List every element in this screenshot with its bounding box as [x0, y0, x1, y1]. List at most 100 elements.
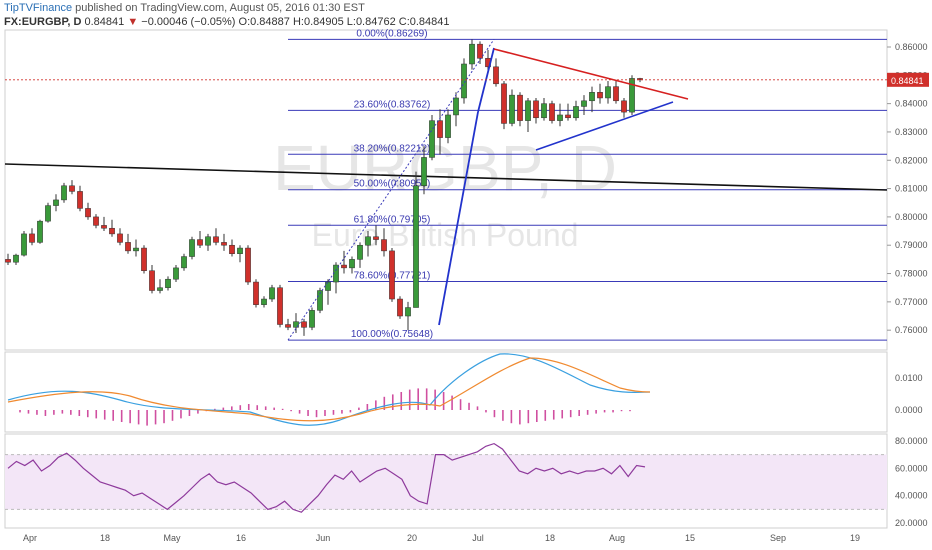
- fib-trend-line: [287, 39, 495, 341]
- long-trendline: [4, 163, 888, 191]
- candle-body: [413, 185, 419, 308]
- fib-level-label: 61.80%(0.79705): [354, 214, 431, 225]
- candle-body: [445, 114, 451, 138]
- y-tick-label: 0.86000: [895, 42, 928, 52]
- candle-body: [101, 225, 107, 229]
- candle-body: [469, 43, 475, 65]
- candle-body: [541, 103, 547, 119]
- candle-body: [53, 199, 59, 206]
- x-tick-label: 15: [685, 533, 695, 543]
- rsi-tick-label: 60.0000: [895, 463, 928, 473]
- candle-body: [285, 324, 291, 328]
- candle-body: [517, 94, 523, 121]
- candle-body: [93, 216, 99, 226]
- candle-body: [349, 259, 355, 269]
- triangle-lower-line: [535, 101, 674, 151]
- current-price-tag: [887, 72, 929, 87]
- candle-body: [133, 247, 139, 252]
- candle-body: [269, 287, 275, 300]
- candle-body: [597, 92, 603, 99]
- candle-body: [621, 100, 627, 113]
- watermark-symbol: EURGBP, D: [273, 132, 617, 204]
- candle-body: [573, 106, 579, 119]
- x-tick-label: Apr: [23, 533, 37, 543]
- candle-body: [629, 78, 635, 113]
- macd-line: [7, 353, 651, 426]
- x-tick-label: 18: [100, 533, 110, 543]
- candle-body: [45, 205, 51, 222]
- candle-body: [69, 185, 75, 192]
- candle-body: [109, 227, 115, 235]
- candle-body: [565, 114, 571, 119]
- candle-body: [293, 321, 299, 328]
- y-tick-label: 0.78000: [895, 269, 928, 279]
- x-tick-label: Jul: [472, 533, 484, 543]
- y-tick-label: 0.77000: [895, 297, 928, 307]
- candle-body: [245, 247, 251, 283]
- ohlc-values: O:0.84887 H:0.84905 L:0.84762 C:0.84841: [238, 16, 450, 28]
- candle-body: [381, 239, 387, 252]
- candle-body: [157, 287, 163, 291]
- candle-body: [501, 83, 507, 124]
- y-tick-label: 0.84000: [895, 99, 928, 109]
- current-price-label: 0.84841: [891, 76, 924, 86]
- y-tick-label: 0.80000: [895, 212, 928, 222]
- candle-body: [125, 242, 131, 252]
- last-price: 0.84841: [84, 16, 125, 28]
- candle-body: [253, 281, 259, 305]
- y-tick-label: 0.76000: [895, 325, 928, 335]
- candle-body: [325, 281, 331, 291]
- candle-body: [533, 100, 539, 119]
- fib-level-label: 23.60%(0.83762): [354, 99, 431, 110]
- candle-body: [181, 256, 187, 269]
- fib-level-label: 50.00%(0.80959): [354, 179, 431, 190]
- rsi-tick-label: 20.0000: [895, 518, 928, 528]
- rsi-tick-label: 40.0000: [895, 491, 928, 501]
- publish-header: TipTVFinance published on TradingView.co…: [4, 2, 365, 14]
- candle-body: [637, 78, 643, 81]
- candle-body: [301, 321, 307, 328]
- candle-body: [5, 259, 11, 263]
- candle-body: [221, 242, 227, 246]
- candle-body: [29, 233, 35, 243]
- x-tick-label: Sep: [770, 533, 786, 543]
- candle-body: [117, 233, 123, 243]
- triangle-upper-line: [493, 48, 689, 100]
- candle-body: [341, 264, 347, 269]
- candle-body: [61, 185, 67, 201]
- candle-body: [13, 254, 19, 263]
- candle-body: [237, 247, 243, 254]
- candle-body: [165, 278, 171, 288]
- publish-info: published on TradingView.com, August 05,…: [75, 2, 365, 14]
- candle-body: [477, 43, 483, 59]
- candle-body: [309, 310, 315, 328]
- candle-body: [261, 298, 267, 305]
- candle-body: [213, 236, 219, 243]
- candle-body: [557, 114, 563, 121]
- x-tick-label: Aug: [609, 533, 625, 543]
- author-brand[interactable]: TipTVFinance: [4, 2, 73, 14]
- fib-level-label: 100.00%(0.75648): [351, 329, 433, 340]
- candle-body: [437, 120, 443, 138]
- candle-body: [461, 63, 467, 99]
- symbol-header: FX:EURGBP, D 0.84841 ▼ −0.00046 (−0.05%)…: [4, 16, 450, 28]
- candle-body: [205, 236, 211, 246]
- impulse-line: [438, 111, 479, 326]
- candle-body: [397, 298, 403, 317]
- y-tick-label: 0.82000: [895, 155, 928, 165]
- candle-body: [509, 94, 515, 124]
- x-tick-label: 20: [407, 533, 417, 543]
- x-tick-label: 16: [236, 533, 246, 543]
- candle-body: [421, 157, 427, 187]
- candle-body: [365, 236, 371, 246]
- down-arrow-icon: ▼: [127, 16, 139, 28]
- candle-body: [189, 239, 195, 257]
- x-tick-label: 18: [545, 533, 555, 543]
- fib-level-label: 0.00%(0.86269): [356, 28, 427, 39]
- macd-tick-label: 0.0100: [895, 373, 923, 383]
- fib-level-label: 38.20%(0.82212): [354, 143, 431, 154]
- candle-body: [37, 220, 43, 243]
- candle-body: [149, 270, 155, 291]
- candle-body: [581, 100, 587, 107]
